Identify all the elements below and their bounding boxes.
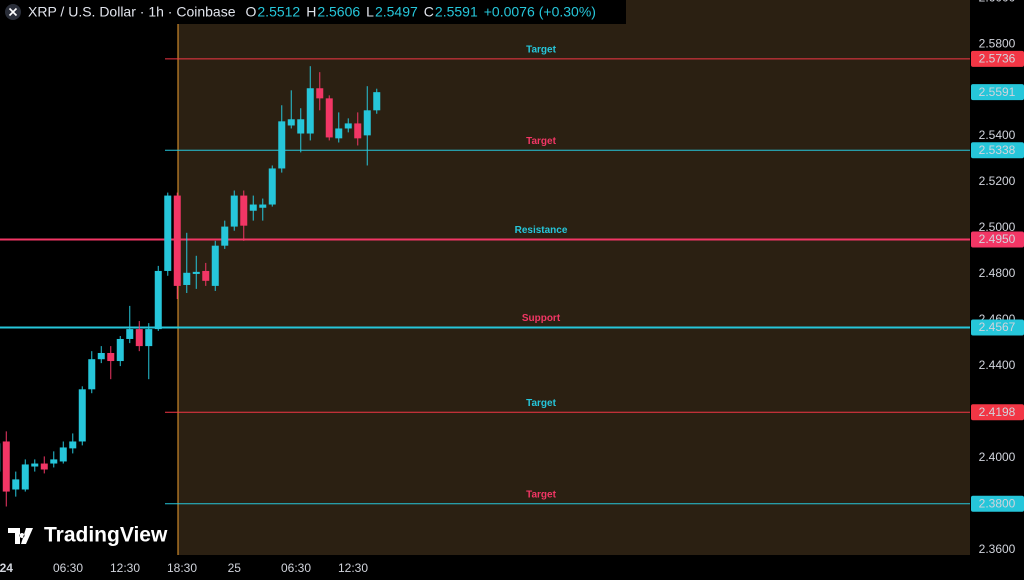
y-tick-label: 2.4400: [979, 358, 1016, 372]
candle-body: [59, 447, 67, 462]
candle-body: [135, 329, 143, 347]
candle-body: [230, 195, 238, 227]
level-price-label: 2.5736: [979, 52, 1016, 66]
x-tick-label: 18:30: [167, 561, 197, 575]
header-bg: [0, 0, 626, 24]
ohlc-key: O: [246, 4, 257, 20]
candle-body: [316, 88, 324, 99]
y-tick-label: 2.4800: [979, 266, 1016, 280]
candle-body: [154, 270, 162, 330]
candle-body: [249, 204, 257, 211]
symbol-icon-x: [8, 7, 18, 17]
candle-body: [278, 121, 286, 169]
candle-body: [306, 88, 314, 134]
candle-body: [373, 92, 381, 111]
level-price-label: 2.5338: [979, 143, 1016, 157]
ohlc-value: 2.5497: [375, 4, 418, 20]
candle-body: [88, 359, 96, 390]
x-tick-label: 24: [0, 561, 13, 575]
x-tick-label: 06:30: [53, 561, 83, 575]
y-tick-label: 2.5200: [979, 174, 1016, 188]
y-tick-label: 2.4000: [979, 450, 1016, 464]
candle-body: [335, 128, 343, 139]
x-tick-label: 12:30: [338, 561, 368, 575]
ohlc-key: H: [306, 4, 316, 20]
candle-body: [145, 329, 153, 347]
candle-body: [2, 441, 10, 492]
candle-body: [192, 271, 200, 274]
header: XRP / U.S. Dollar · 1h · Coinbase O 2.551…: [28, 4, 596, 20]
candle-body: [259, 204, 267, 208]
candle-body: [107, 352, 115, 362]
candle-body: [183, 272, 191, 285]
candle-body: [354, 123, 362, 139]
level-price-box: [971, 495, 1024, 512]
y-tick-label: 2.3600: [979, 542, 1016, 556]
level-text: Resistance: [515, 225, 568, 236]
candle-body: [287, 119, 295, 126]
candle-body: [78, 389, 86, 442]
level-text: Support: [522, 313, 561, 324]
ohlc-value: 2.5591: [435, 4, 478, 20]
shaded-region: [178, 0, 970, 555]
candle-body: [202, 270, 210, 281]
candle-body: [50, 459, 58, 464]
last-price-label: 2.5591: [979, 85, 1016, 99]
logo-icon: [8, 528, 33, 544]
candle-body: [268, 168, 276, 205]
candle-body: [173, 195, 181, 286]
level-price-box: [971, 142, 1024, 159]
level-text: Target: [526, 398, 556, 409]
level-price-box: [971, 404, 1024, 421]
candle-body: [344, 123, 352, 129]
ohlc-key: C: [424, 4, 434, 20]
title: XRP / U.S. Dollar · 1h · Coinbase: [28, 4, 236, 20]
x-axis-bg: [0, 555, 970, 580]
level-text: Target: [526, 136, 556, 147]
level-price-box: [971, 319, 1024, 336]
y-tick-label: 2.5000: [979, 220, 1016, 234]
ohlc-key: L: [366, 4, 374, 20]
x-tick-label: 06:30: [281, 561, 311, 575]
ohlc-value: 2.5606: [317, 4, 360, 20]
level-price-label: 2.3800: [979, 496, 1016, 510]
candle-body: [116, 338, 124, 362]
ohlc-value: 2.5512: [257, 4, 300, 20]
y-tick-label: 2.6000: [979, 0, 1016, 4]
x-tick-label: 12:30: [110, 561, 140, 575]
last-price-box: [971, 84, 1024, 101]
candle-body: [12, 479, 20, 490]
level-price-label: 2.4198: [979, 405, 1016, 419]
level-price-box: [971, 231, 1024, 248]
candle-body: [31, 463, 39, 467]
candle-body: [69, 441, 77, 449]
level-price-label: 2.4950: [979, 232, 1016, 246]
level-text: Target: [526, 489, 556, 500]
level-price-box: [971, 50, 1024, 67]
candle-body: [21, 464, 29, 490]
change: +0.0076: [484, 4, 535, 20]
plot: Target Target Resistance Support Target Targe…: [0, 44, 970, 507]
y-tick-label: 2.5800: [979, 36, 1016, 50]
change-pct: (+0.30%): [539, 4, 596, 20]
candle-body: [297, 119, 305, 134]
logo: TradingView: [8, 524, 168, 547]
y-tick-label: 2.5400: [979, 128, 1016, 142]
watermark: TradingView: [44, 524, 168, 547]
candle-body: [97, 352, 105, 360]
level-text: Target: [526, 44, 556, 55]
candle-body: [221, 226, 229, 246]
candle-body: [363, 110, 371, 136]
candle-body: [40, 463, 48, 470]
candle-body: [126, 329, 134, 339]
x-tick-label: 25: [228, 561, 242, 575]
level-price-label: 2.4567: [979, 320, 1016, 334]
candle-body: [325, 98, 333, 138]
candle-body: [240, 195, 248, 226]
candle-body: [164, 195, 172, 271]
candle-body: [211, 245, 219, 286]
